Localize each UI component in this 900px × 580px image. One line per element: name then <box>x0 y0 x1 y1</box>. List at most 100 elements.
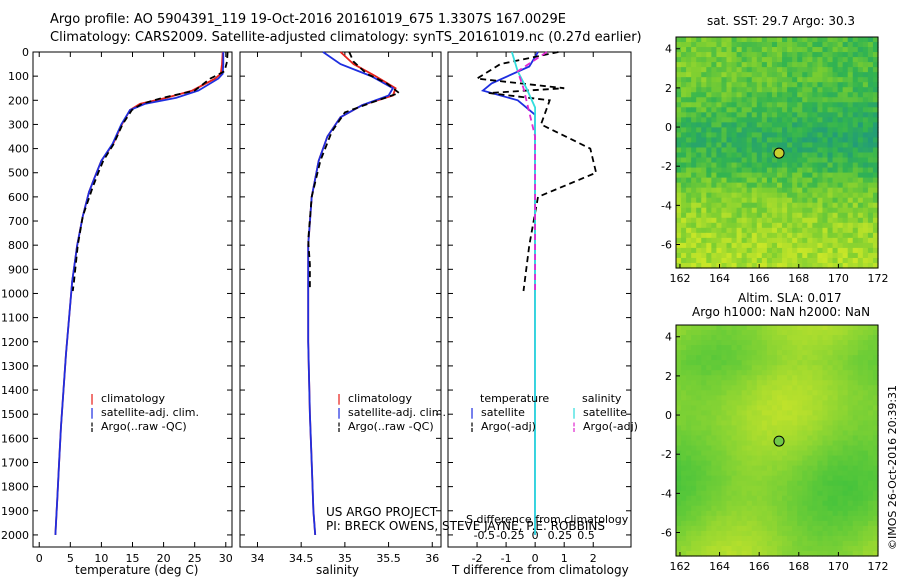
map-cell <box>741 345 748 351</box>
map-cell <box>822 530 829 537</box>
map-cell <box>867 162 874 169</box>
map-cell <box>731 410 738 416</box>
map-cell <box>857 475 864 482</box>
map-cell <box>701 157 707 164</box>
depth-tick-label: 100 <box>8 70 29 83</box>
map-cell <box>777 37 783 43</box>
map-cell <box>721 222 728 229</box>
map-cell <box>807 460 813 467</box>
map-cell <box>812 142 818 149</box>
map-cell <box>756 370 763 376</box>
map-cell <box>852 57 859 63</box>
map-cell <box>706 37 712 43</box>
map-cell <box>761 345 768 351</box>
map-cell <box>792 540 798 547</box>
map-cell <box>696 355 702 361</box>
map-cell <box>726 87 733 93</box>
map-cell <box>872 395 879 401</box>
map-cell <box>812 182 818 189</box>
map-cell <box>741 122 748 128</box>
map-cell <box>761 350 768 356</box>
map-cell <box>837 445 844 452</box>
map-cell <box>807 107 813 113</box>
map-cell <box>787 465 793 472</box>
map-cell <box>797 375 803 381</box>
map-y-tick-label: 4 <box>665 331 672 344</box>
map-cell <box>822 247 829 254</box>
map-cell <box>782 197 788 204</box>
map-cell <box>852 390 859 396</box>
map-cell <box>751 187 758 194</box>
map-cell <box>832 540 839 547</box>
map-cell <box>711 455 717 462</box>
map-cell <box>686 335 692 341</box>
map-cell <box>782 97 788 103</box>
map-cell <box>802 97 808 103</box>
map-cell <box>862 400 869 406</box>
map-cell <box>817 380 824 386</box>
map-cell <box>701 460 707 467</box>
map-cell <box>797 162 803 169</box>
map-cell <box>832 52 839 58</box>
map-cell <box>721 350 728 356</box>
map-cell <box>857 47 864 53</box>
map-cell <box>837 370 844 376</box>
map-cell <box>852 430 859 437</box>
x-tick-label: 20 <box>157 552 171 565</box>
map-cell <box>691 325 697 331</box>
map-cell <box>817 77 824 83</box>
map-cell <box>777 82 783 88</box>
map-cell <box>726 257 733 264</box>
map-cell <box>847 127 854 134</box>
map-cell <box>857 485 864 492</box>
map-cell <box>787 380 793 386</box>
map-cell <box>842 232 849 239</box>
map-cell <box>857 500 864 507</box>
map-cell <box>807 92 813 98</box>
x-tick-label: -1 <box>501 552 512 565</box>
x-tick-label: 0 <box>36 552 43 565</box>
map-cell <box>756 520 763 527</box>
map-cell <box>817 147 824 154</box>
map-cell <box>696 370 702 376</box>
map-cell <box>857 385 864 391</box>
map-cell <box>787 217 793 224</box>
map-x-tick-label: 166 <box>749 560 770 573</box>
map-cell <box>862 97 869 103</box>
map-cell <box>771 202 778 209</box>
map-cell <box>812 395 818 401</box>
map-cell <box>676 410 682 416</box>
map-cell <box>872 237 879 244</box>
map-cell <box>867 72 874 78</box>
map-cell <box>741 152 748 159</box>
map-cell <box>701 480 707 487</box>
map-cell <box>771 445 778 452</box>
map-cell <box>857 520 864 527</box>
map-cell <box>862 405 869 411</box>
map-cell <box>852 107 859 113</box>
map-cell <box>696 142 702 149</box>
map-cell <box>867 395 874 401</box>
map-cell <box>837 345 844 351</box>
map-cell <box>716 77 723 83</box>
map-cell <box>872 87 879 93</box>
map-cell <box>842 152 849 159</box>
map-cell <box>822 252 829 259</box>
map-cell <box>797 395 803 401</box>
map-cell <box>862 325 869 331</box>
map-cell <box>721 202 728 209</box>
map-cell <box>691 370 697 376</box>
map-cell <box>872 62 879 68</box>
map-cell <box>771 385 778 391</box>
map-cell <box>827 257 834 264</box>
map-cell <box>867 117 874 123</box>
map-cell <box>691 535 697 542</box>
map-cell <box>676 420 682 427</box>
map-cell <box>676 465 682 472</box>
map-cell <box>827 450 834 457</box>
map-cell <box>787 455 793 462</box>
map-cell <box>766 550 773 557</box>
map-cell <box>716 360 723 366</box>
map-cell <box>751 350 758 356</box>
map-cell <box>817 92 824 98</box>
